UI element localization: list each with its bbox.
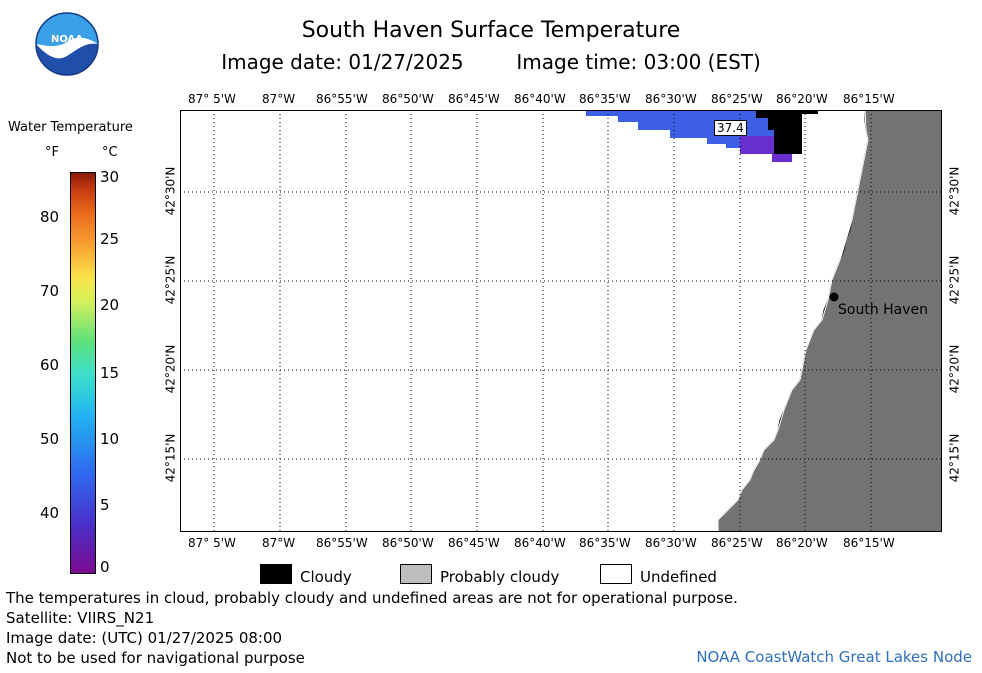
color-bar xyxy=(70,172,96,574)
cloudy-swatch xyxy=(260,564,292,584)
lon-label-bottom: 86°55'W xyxy=(316,536,368,550)
unit-f: °F xyxy=(45,145,59,160)
image-time: Image time: 03:00 (EST) xyxy=(516,50,761,74)
lat-label-right: 42°25'N xyxy=(947,255,962,305)
lat-label: 42°15'N xyxy=(163,433,178,483)
lon-label-bottom: 86°35'W xyxy=(579,536,631,550)
nav-warning: Not to be used for navigational purpose xyxy=(6,649,305,667)
lon-label-bottom: 87° 5'W xyxy=(188,536,236,550)
c-tick: 30 xyxy=(100,168,120,186)
lon-label: 86°35'W xyxy=(579,92,631,106)
undefined-label: Undefined xyxy=(640,568,717,586)
lat-label: 42°25'N xyxy=(163,255,178,305)
temp-label-box: 37.4 xyxy=(714,120,747,136)
lon-label-bottom: 86°25'W xyxy=(711,536,763,550)
land-area xyxy=(717,109,943,533)
lon-label: 86°50'W xyxy=(382,92,434,106)
cloudy-label: Cloudy xyxy=(300,568,352,586)
c-tick: 10 xyxy=(100,430,120,448)
map-panel: 37.4 South Haven xyxy=(180,109,943,533)
disclaimer: The temperatures in cloud, probably clou… xyxy=(6,589,738,607)
f-tick: 80 xyxy=(40,208,60,226)
undefined-swatch xyxy=(600,564,632,584)
lon-label: 86°20'W xyxy=(776,92,828,106)
lon-label: 86°25'W xyxy=(711,92,763,106)
c-tick: 25 xyxy=(100,230,120,248)
f-tick: 40 xyxy=(40,504,60,522)
probably-cloudy-label: Probably cloudy xyxy=(440,568,560,586)
image-date: Image date: 01/27/2025 xyxy=(221,50,464,74)
c-tick: 5 xyxy=(100,496,110,514)
lon-label-bottom: 86°45'W xyxy=(448,536,500,550)
probably-cloudy-swatch xyxy=(400,564,432,584)
lon-label: 87°W xyxy=(262,92,296,106)
temp-label: 37.4 xyxy=(717,121,744,135)
unit-c: °C xyxy=(102,145,118,160)
lon-label: 86°45'W xyxy=(448,92,500,106)
lat-label-right: 42°30'N xyxy=(947,166,962,216)
legend-title: Water Temperature xyxy=(8,120,133,135)
lon-label: 87° 5'W xyxy=(188,92,236,106)
f-tick: 60 xyxy=(40,356,60,374)
lat-label: 42°30'N xyxy=(163,166,178,216)
lon-label: 86°15'W xyxy=(843,92,895,106)
c-tick: 20 xyxy=(100,296,120,314)
south-haven-marker xyxy=(829,292,839,302)
satellite: Satellite: VIIRS_N21 xyxy=(6,609,155,627)
c-tick: 15 xyxy=(100,364,120,382)
lon-label-bottom: 86°20'W xyxy=(776,536,828,550)
map-svg xyxy=(180,109,943,533)
credit[interactable]: NOAA CoastWatch Great Lakes Node xyxy=(696,648,972,666)
utc-date: Image date: (UTC) 01/27/2025 08:00 xyxy=(6,629,283,647)
cloud-area xyxy=(756,110,818,154)
noaa-logo: NOAA xyxy=(35,12,99,76)
lon-label: 86°40'W xyxy=(514,92,566,106)
image-date-time: Image date: 01/27/2025 Image time: 03:00… xyxy=(0,50,982,74)
c-tick: 0 xyxy=(100,558,110,576)
city-label: South Haven xyxy=(838,302,929,318)
lon-label-bottom: 86°15'W xyxy=(843,536,895,550)
lon-label-bottom: 86°40'W xyxy=(514,536,566,550)
page-title: South Haven Surface Temperature xyxy=(301,18,681,43)
lon-label-bottom: 86°50'W xyxy=(382,536,434,550)
logo-text: NOAA xyxy=(50,34,84,45)
lat-label: 42°20'N xyxy=(163,344,178,394)
lat-label-right: 42°15'N xyxy=(947,433,962,483)
f-tick: 70 xyxy=(40,282,60,300)
lon-label: 86°30'W xyxy=(645,92,697,106)
lon-label-bottom: 87°W xyxy=(262,536,296,550)
f-tick: 50 xyxy=(40,430,60,448)
lat-label-right: 42°20'N xyxy=(947,344,962,394)
lon-label-bottom: 86°30'W xyxy=(645,536,697,550)
lon-label: 86°55'W xyxy=(316,92,368,106)
